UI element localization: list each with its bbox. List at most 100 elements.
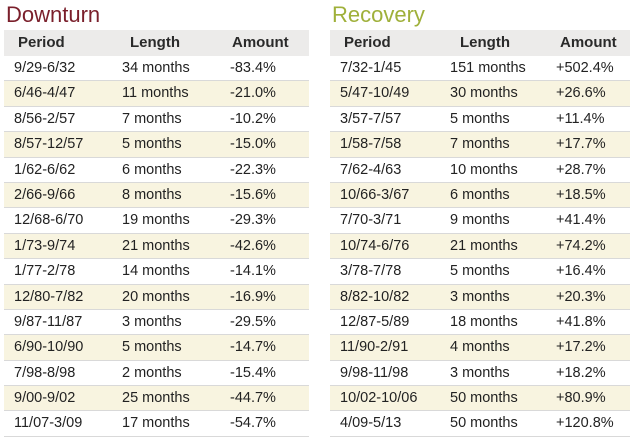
length-cell: 4 months	[450, 339, 510, 356]
length-cell: 5 months	[122, 339, 182, 356]
amount-cell: -21.0%	[230, 85, 276, 102]
amount-cell: -29.5%	[230, 313, 276, 330]
period-cell: 9/98-11/98	[340, 364, 409, 381]
amount-cell: +41.4%	[556, 212, 606, 229]
length-cell: 3 months	[450, 364, 510, 381]
period-cell: 7/62-4/63	[340, 161, 402, 178]
recovery-rows: 7/32-1/45 151 months +502.4% 5/47-10/49 30 m…	[330, 56, 630, 437]
table-row: 12/68-6/70 19 months -29.3%	[4, 208, 309, 234]
amount-cell: -54.7%	[230, 415, 276, 432]
length-cell: 20 months	[122, 288, 190, 305]
recovery-title: Recovery	[332, 2, 425, 27]
period-cell: 1/62-6/62	[14, 161, 76, 178]
downturn-panel: Downturn Period Length Amount 9/29-6/32 3…	[4, 0, 309, 437]
table-row: 8/82-10/82 3 months +20.3%	[330, 284, 630, 310]
table-row: 1/77-2/78 14 months -14.1%	[4, 259, 309, 285]
period-cell: 10/02-10/06	[340, 390, 418, 407]
downturn-header-row: Period Length Amount	[4, 30, 309, 56]
length-cell: 10 months	[450, 161, 518, 178]
amount-cell: -44.7%	[230, 390, 276, 407]
period-cell: 6/46-4/47	[14, 85, 76, 102]
period-cell: 3/57-7/57	[340, 110, 402, 127]
length-cell: 8 months	[122, 186, 182, 203]
amount-cell: -29.3%	[230, 212, 276, 229]
amount-cell: -15.6%	[230, 186, 276, 203]
table-row: 1/62-6/62 6 months -22.3%	[4, 157, 309, 183]
amount-cell: +502.4%	[556, 60, 614, 76]
downturn-header-period: Period	[18, 34, 65, 51]
amount-cell: +11.4%	[556, 110, 605, 127]
length-cell: 7 months	[450, 136, 510, 153]
period-cell: 2/66-9/66	[14, 186, 76, 203]
table-row: 11/90-2/91 4 months +17.2%	[330, 335, 630, 361]
amount-cell: -14.7%	[230, 339, 276, 356]
table-row: 8/56-2/57 7 months -10.2%	[4, 106, 309, 133]
recovery-header-amount: Amount	[560, 34, 617, 51]
table-row: 3/57-7/57 5 months +11.4%	[330, 106, 630, 133]
amount-cell: +80.9%	[556, 390, 606, 407]
table-row: 11/07-3/09 17 months -54.7%	[4, 411, 309, 437]
table-row: 3/78-7/78 5 months +16.4%	[330, 259, 630, 285]
length-cell: 5 months	[122, 136, 182, 153]
amount-cell: +16.4%	[556, 263, 606, 280]
length-cell: 3 months	[450, 288, 510, 305]
table-row: 6/90-10/90 5 months -14.7%	[4, 335, 309, 361]
length-cell: 50 months	[450, 390, 518, 407]
length-cell: 30 months	[450, 85, 518, 102]
length-cell: 50 months	[450, 415, 518, 432]
period-cell: 1/58-7/58	[340, 136, 402, 153]
downturn-title: Downturn	[6, 2, 101, 27]
amount-cell: -15.0%	[230, 136, 276, 153]
length-cell: 21 months	[450, 237, 518, 254]
length-cell: 151 months	[450, 60, 526, 76]
amount-cell: +17.2%	[556, 339, 606, 356]
length-cell: 17 months	[122, 415, 190, 432]
length-cell: 18 months	[450, 313, 518, 330]
table-row: 12/87-5/89 18 months +41.8%	[330, 309, 630, 336]
period-cell: 8/56-2/57	[14, 110, 76, 127]
length-cell: 7 months	[122, 110, 182, 127]
table-row: 7/32-1/45 151 months +502.4%	[330, 56, 630, 82]
length-cell: 34 months	[122, 60, 190, 76]
amount-cell: -14.1%	[230, 263, 276, 280]
table-row: 7/70-3/71 9 months +41.4%	[330, 208, 630, 234]
length-cell: 5 months	[450, 263, 510, 280]
table-row: 9/98-11/98 3 months +18.2%	[330, 360, 630, 387]
period-cell: 7/32-1/45	[340, 60, 402, 76]
period-cell: 4/09-5/13	[340, 415, 402, 432]
table-row: 5/47-10/49 30 months +26.6%	[330, 81, 630, 107]
amount-cell: +18.5%	[556, 186, 606, 203]
recovery-header-length: Length	[460, 34, 510, 51]
period-cell: 12/68-6/70	[14, 212, 84, 229]
recovery-panel: Recovery Period Length Amount 7/32-1/45 1…	[330, 0, 630, 437]
table-row: 9/00-9/02 25 months -44.7%	[4, 386, 309, 412]
period-cell: 1/77-2/78	[14, 263, 76, 280]
amount-cell: -15.4%	[230, 364, 276, 381]
period-cell: 7/70-3/71	[340, 212, 402, 229]
period-cell: 9/87-11/87	[14, 313, 83, 330]
table-row: 7/98-8/98 2 months -15.4%	[4, 360, 309, 387]
amount-cell: -22.3%	[230, 161, 276, 178]
length-cell: 6 months	[450, 186, 510, 203]
table-row: 9/29-6/32 34 months -83.4%	[4, 56, 309, 82]
table-row: 4/09-5/13 50 months +120.8%	[330, 411, 630, 437]
amount-cell: +74.2%	[556, 237, 606, 254]
period-cell: 5/47-10/49	[340, 85, 410, 102]
period-cell: 9/00-9/02	[14, 390, 76, 407]
table-row: 1/58-7/58 7 months +17.7%	[330, 132, 630, 158]
table-row: 7/62-4/63 10 months +28.7%	[330, 157, 630, 183]
period-cell: 7/98-8/98	[14, 364, 76, 381]
period-cell: 10/74-6/76	[340, 237, 410, 254]
length-cell: 21 months	[122, 237, 190, 254]
length-cell: 2 months	[122, 364, 182, 381]
length-cell: 14 months	[122, 263, 190, 280]
amount-cell: +41.8%	[556, 313, 606, 330]
amount-cell: +120.8%	[556, 415, 614, 432]
length-cell: 3 months	[122, 313, 182, 330]
period-cell: 1/73-9/74	[14, 237, 76, 254]
period-cell: 11/07-3/09	[14, 415, 83, 432]
table-row: 10/02-10/06 50 months +80.9%	[330, 386, 630, 412]
table-row: 1/73-9/74 21 months -42.6%	[4, 233, 309, 260]
amount-cell: +28.7%	[556, 161, 606, 178]
recovery-header-period: Period	[344, 34, 391, 51]
